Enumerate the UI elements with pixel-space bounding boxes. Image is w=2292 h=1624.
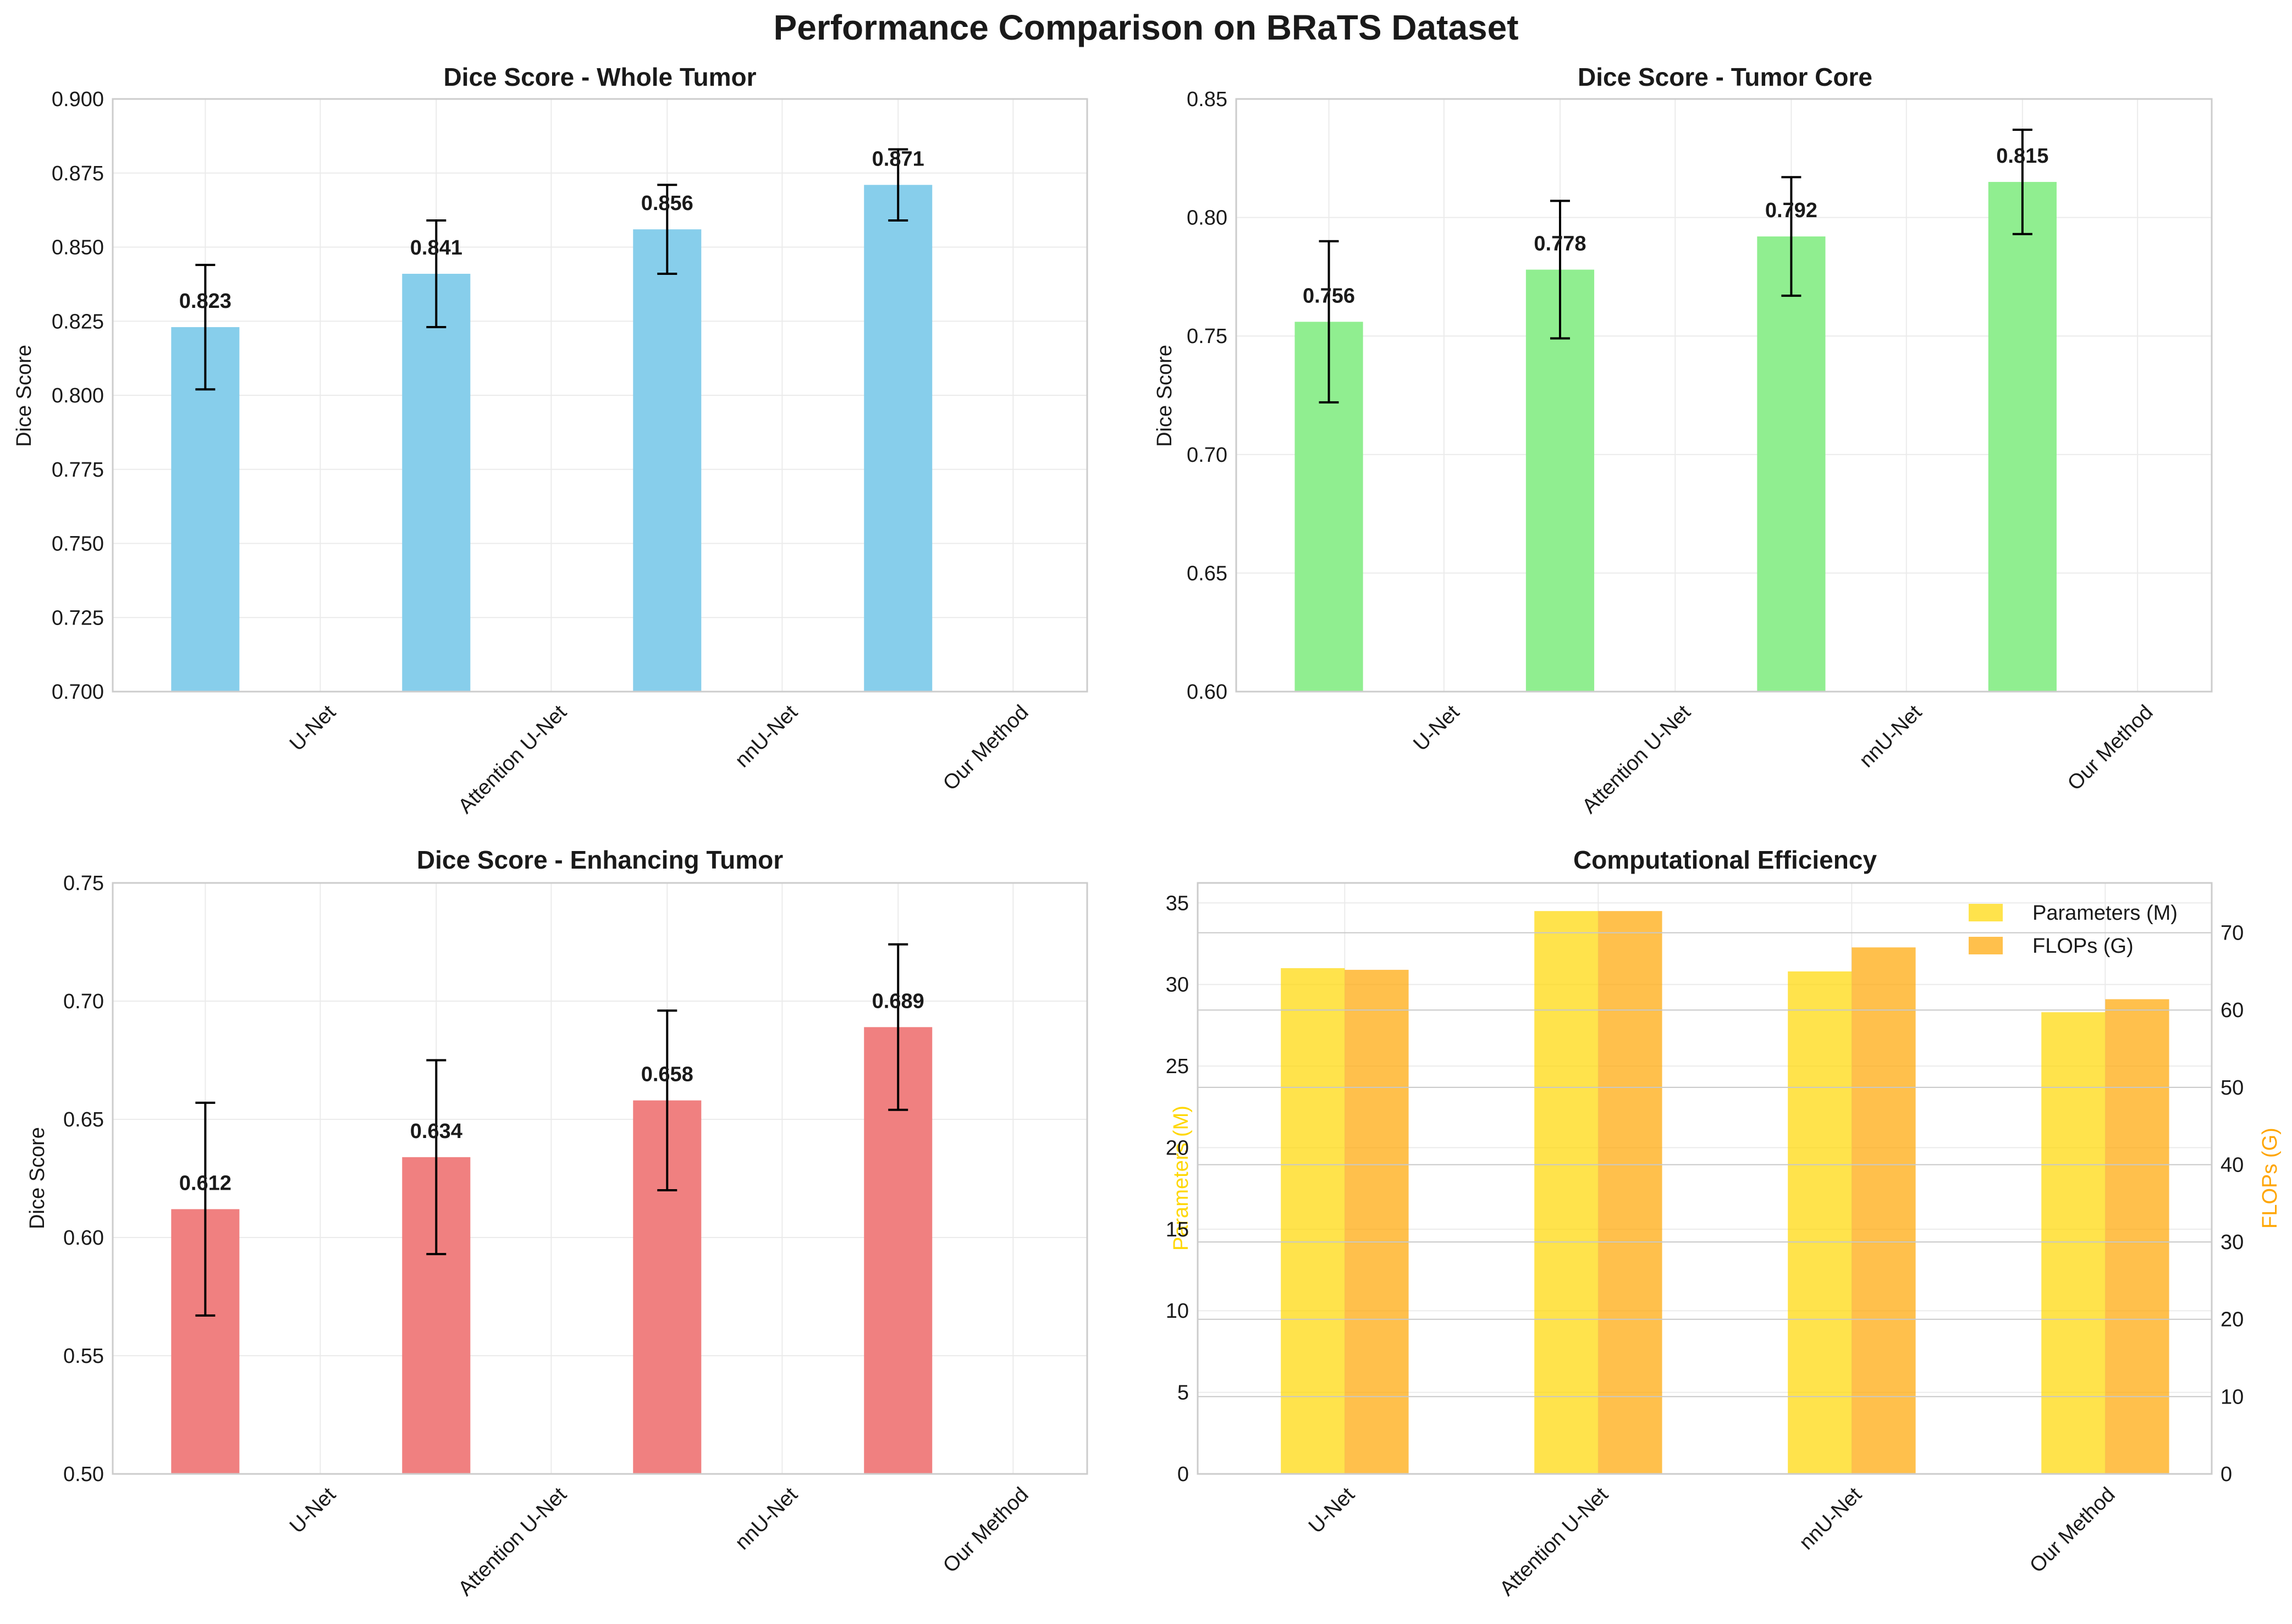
ytick-label-right: 40 xyxy=(2221,1153,2244,1176)
axes-frame xyxy=(1197,882,2213,1475)
ylabel-tumor-core: Dice Score xyxy=(1153,345,1176,447)
data-label: 0.815 xyxy=(1996,145,2048,168)
bar-flops-u-net xyxy=(1345,970,1409,1474)
ytick-label-right: 30 xyxy=(2221,1231,2244,1254)
axes-frame xyxy=(1235,98,2213,693)
ytick-label-right: 0 xyxy=(2221,1463,2232,1486)
data-label: 0.871 xyxy=(872,147,924,170)
chart-title-whole-tumor: Dice Score - Whole Tumor xyxy=(443,63,756,91)
ytick-label: 0.800 xyxy=(52,384,104,407)
ytick-label: 0.875 xyxy=(52,162,104,185)
legend-swatch-flops xyxy=(1969,937,2003,954)
legend: Parameters (M) FLOPs (G) xyxy=(1969,902,2178,958)
ytick-label: 0.65 xyxy=(1187,562,1227,585)
ylabel-whole-tumor: Dice Score xyxy=(13,345,36,447)
bar-our-method xyxy=(1988,181,2057,692)
bar-flops-our-method xyxy=(2105,999,2169,1474)
plot-area-whole-tumor: 0.823 0.841 0.856 0.871 0.700 0.725 0.750 0.775… xyxy=(52,88,1088,818)
ytick-label-right: 10 xyxy=(2221,1385,2244,1408)
bar-nnu-net xyxy=(1757,236,1826,692)
ytick-label-right: 20 xyxy=(2221,1308,2244,1332)
ytick-label: 0.70 xyxy=(63,990,104,1013)
ytick-label-left: 10 xyxy=(1166,1300,1189,1323)
ylabel-right-efficiency: FLOPs (G) xyxy=(2258,1128,2282,1229)
axes-frame xyxy=(112,98,1088,693)
bar-our-method xyxy=(864,185,933,692)
ytick-label: 0.80 xyxy=(1187,207,1227,230)
bar-parameters-attention-u-net xyxy=(1534,911,1599,1474)
ytick-label: 0.850 xyxy=(52,236,104,259)
data-label: 0.856 xyxy=(641,192,693,215)
ytick-label-left: 0 xyxy=(1177,1463,1189,1486)
ytick-label-right: 50 xyxy=(2221,1076,2244,1100)
svg-text:Dice Score: Dice Score xyxy=(13,345,36,447)
ytick-label-left: 35 xyxy=(1166,892,1189,915)
ytick-label: 0.900 xyxy=(52,88,104,111)
data-label: 0.841 xyxy=(410,236,462,259)
bar-parameters-our-method xyxy=(2041,1012,2106,1474)
ytick-label: 0.85 xyxy=(1187,88,1227,111)
data-label: 0.823 xyxy=(179,290,232,313)
axes-frame xyxy=(112,882,1088,1475)
svg-text:Parameters (M): Parameters (M) xyxy=(1170,1106,1193,1251)
ylabel-left-efficiency: Parameters (M) xyxy=(1170,1106,1193,1251)
ytick-label-right: 70 xyxy=(2221,922,2244,945)
ytick-label: 0.725 xyxy=(52,606,104,629)
ytick-label: 0.825 xyxy=(52,310,104,333)
chart-title-tumor-core: Dice Score - Tumor Core xyxy=(1578,63,1872,91)
chart-whole-tumor: Dice Score - Whole Tumor Dice Score 0.82… xyxy=(13,63,1088,818)
ytick-label: 0.60 xyxy=(63,1227,104,1250)
ytick-label-left: 5 xyxy=(1177,1382,1189,1405)
data-label: 0.792 xyxy=(1765,199,1817,222)
data-label: 0.634 xyxy=(410,1120,462,1143)
data-label: 0.756 xyxy=(1303,284,1355,307)
ytick-label: 0.65 xyxy=(63,1108,104,1131)
bar-flops-nnu-net xyxy=(1852,947,1916,1474)
svg-text:FLOPs (G): FLOPs (G) xyxy=(2258,1128,2282,1229)
ytick-label: 0.775 xyxy=(52,459,104,482)
ytick-label-left: 25 xyxy=(1166,1055,1189,1078)
ytick-label: 0.75 xyxy=(1187,325,1227,348)
ytick-label-left: 15 xyxy=(1166,1218,1189,1241)
legend-swatch-parameters xyxy=(1969,904,2003,921)
svg-text:Dice Score: Dice Score xyxy=(1153,345,1176,447)
bar-parameters-u-net xyxy=(1281,968,1345,1474)
ytick-label: 0.60 xyxy=(1187,681,1227,704)
ytick-label: 0.50 xyxy=(63,1463,104,1486)
ytick-label: 0.750 xyxy=(52,533,104,556)
data-label: 0.689 xyxy=(872,990,924,1013)
bar-flops-attention-u-net xyxy=(1598,911,1662,1474)
data-label: 0.658 xyxy=(641,1063,693,1086)
chart-title-enhancing-tumor: Dice Score - Enhancing Tumor xyxy=(417,846,783,874)
ytick-label-right: 60 xyxy=(2221,999,2244,1022)
ytick-label: 0.55 xyxy=(63,1345,104,1368)
figure-title: Performance Comparison on BRaTS Dataset xyxy=(774,8,1519,47)
ylabel-enhancing-tumor: Dice Score xyxy=(26,1127,49,1229)
bar-attention-u-net xyxy=(402,274,471,692)
ytick-label: 0.700 xyxy=(52,681,104,704)
bar-parameters-nnu-net xyxy=(1788,971,1852,1474)
legend-label-parameters: Parameters (M) xyxy=(2032,902,2178,925)
ytick-label-left: 30 xyxy=(1166,974,1189,997)
chart-title-computational-efficiency: Computational Efficiency xyxy=(1573,846,1877,874)
data-label: 0.612 xyxy=(179,1172,232,1195)
bar-attention-u-net xyxy=(1525,269,1595,692)
legend-label-flops: FLOPs (G) xyxy=(2032,935,2134,958)
ytick-label: 0.75 xyxy=(63,872,104,895)
svg-text:Dice Score: Dice Score xyxy=(26,1127,49,1229)
ytick-label: 0.70 xyxy=(1187,444,1227,467)
ytick-label-left: 20 xyxy=(1166,1136,1189,1159)
bar-nnu-net xyxy=(633,229,702,692)
data-label: 0.778 xyxy=(1534,232,1586,255)
